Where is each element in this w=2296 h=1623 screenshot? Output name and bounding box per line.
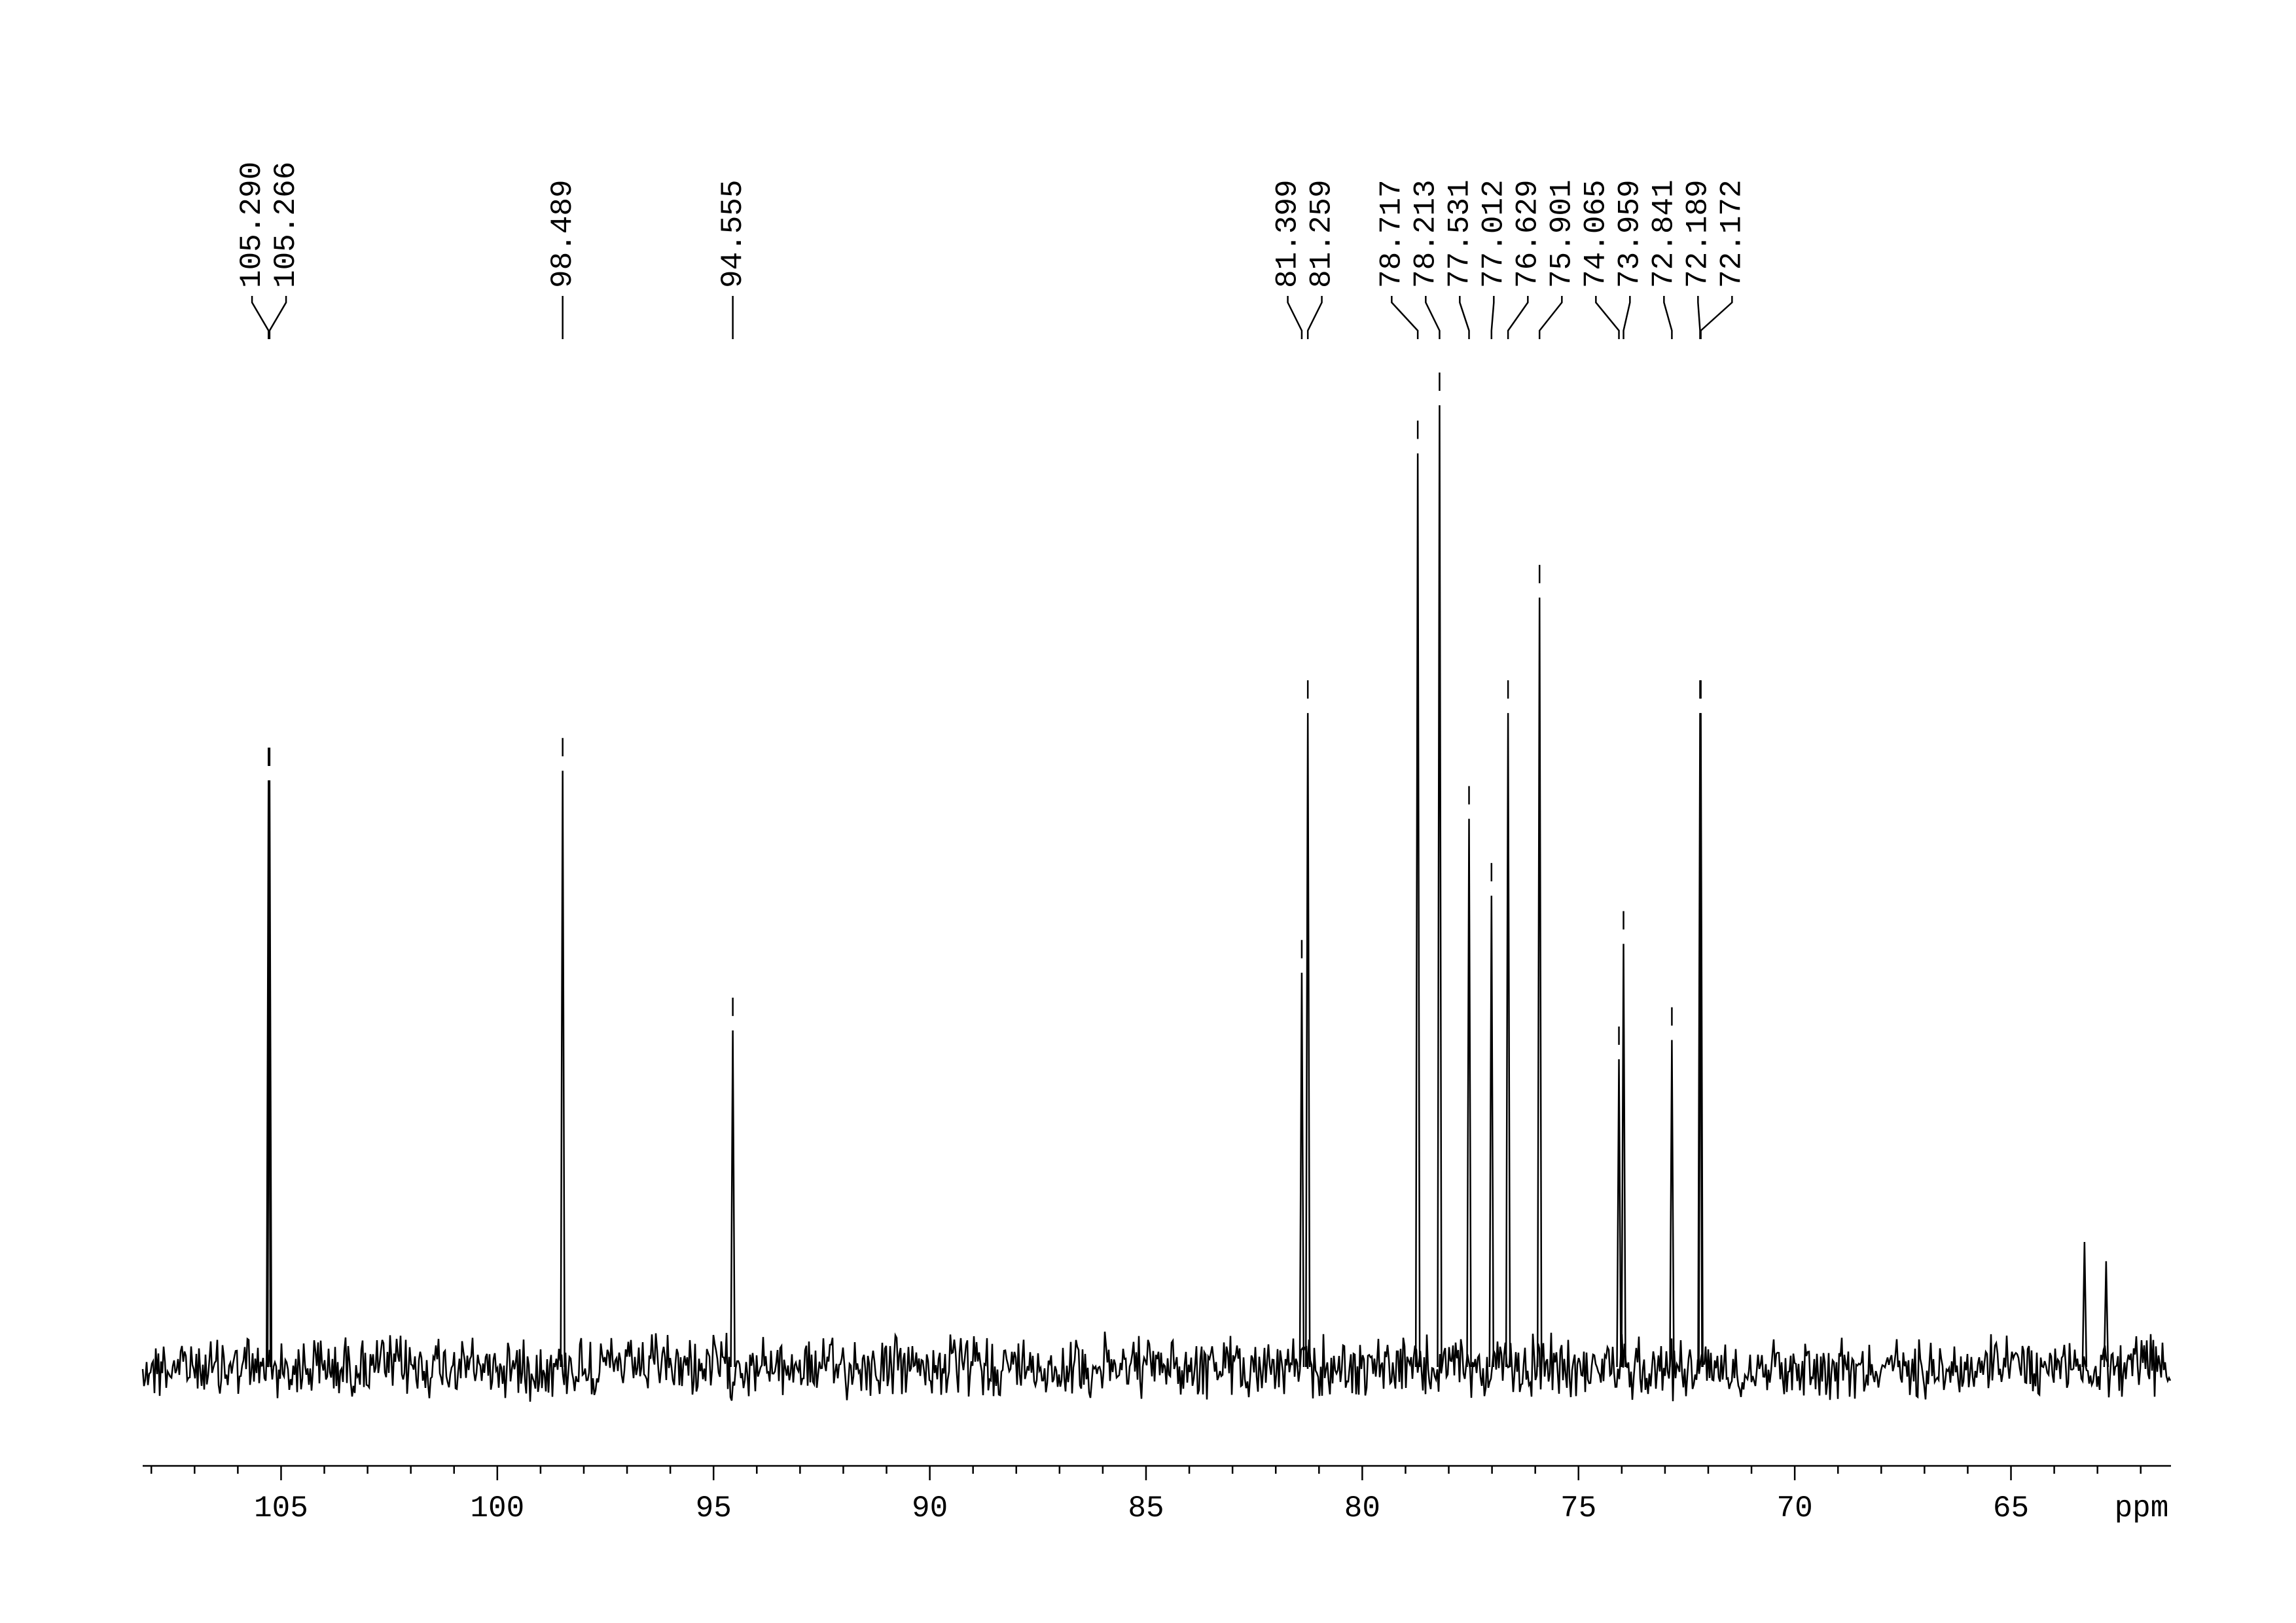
- x-tick-label: 80: [1344, 1491, 1380, 1525]
- label-connector: [268, 296, 287, 339]
- peak: [2081, 1242, 2088, 1368]
- peak: [1414, 453, 1421, 1368]
- peak-label: 77.531: [1443, 179, 1477, 288]
- x-tick-label: 75: [1560, 1491, 1596, 1525]
- label-connector: [1507, 296, 1529, 339]
- peak: [266, 780, 273, 1368]
- peak-label: 94.555: [716, 179, 750, 288]
- peak: [1299, 972, 1305, 1368]
- x-tick-label: 85: [1128, 1491, 1164, 1525]
- label-connector: [1538, 296, 1563, 339]
- x-axis-label: ppm: [2115, 1491, 2169, 1525]
- baseline-noise: [141, 1331, 2172, 1402]
- x-tick-label: 105: [254, 1491, 308, 1525]
- x-tick-label: 95: [696, 1491, 732, 1525]
- peak: [1505, 713, 1511, 1368]
- label-connector: [1425, 296, 1441, 339]
- peak-label: 77.012: [1477, 179, 1511, 288]
- peak: [266, 780, 272, 1368]
- peak-label: 74.065: [1579, 179, 1613, 288]
- peak-label: 105.266: [269, 162, 303, 288]
- peak-label: 72.189: [1681, 179, 1715, 288]
- label-connector: [1459, 296, 1470, 339]
- label-connector: [1391, 296, 1419, 339]
- x-tick-label: 70: [1777, 1491, 1813, 1525]
- peak: [1304, 713, 1311, 1368]
- peak-label: 81.259: [1305, 179, 1339, 288]
- label-connector: [1595, 296, 1620, 339]
- peak: [1536, 597, 1543, 1368]
- peak: [1488, 896, 1495, 1368]
- peak: [2103, 1261, 2109, 1368]
- peak-label: 98.489: [546, 179, 580, 288]
- peak-label: 76.629: [1511, 179, 1545, 288]
- peak: [1669, 1040, 1675, 1368]
- peak: [1466, 818, 1472, 1368]
- label-connector: [251, 296, 270, 339]
- peak-label: 78.213: [1409, 179, 1443, 288]
- x-tick-label: 65: [1993, 1491, 2029, 1525]
- label-connector: [1490, 296, 1495, 339]
- label-connector: [1663, 296, 1673, 339]
- peak-label: 72.841: [1647, 179, 1681, 288]
- peak: [1437, 405, 1443, 1368]
- peak: [1698, 713, 1704, 1368]
- peak-label: 105.290: [235, 162, 269, 288]
- label-connector: [1623, 296, 1631, 339]
- x-tick-label: 100: [470, 1491, 524, 1525]
- label-connector: [1700, 296, 1733, 339]
- peak-label: 78.717: [1375, 179, 1409, 288]
- peak: [560, 771, 565, 1368]
- peak-label: 73.959: [1613, 179, 1647, 288]
- peak: [1616, 1059, 1622, 1368]
- peak-label: 72.172: [1715, 179, 1749, 288]
- peak-label: 81.399: [1271, 179, 1305, 288]
- label-connector: [1287, 296, 1303, 339]
- peak: [1621, 943, 1626, 1368]
- x-tick-label: 90: [912, 1491, 948, 1525]
- peak: [730, 1030, 736, 1368]
- label-connector: [1306, 296, 1323, 339]
- peak-label: 75.901: [1545, 179, 1579, 288]
